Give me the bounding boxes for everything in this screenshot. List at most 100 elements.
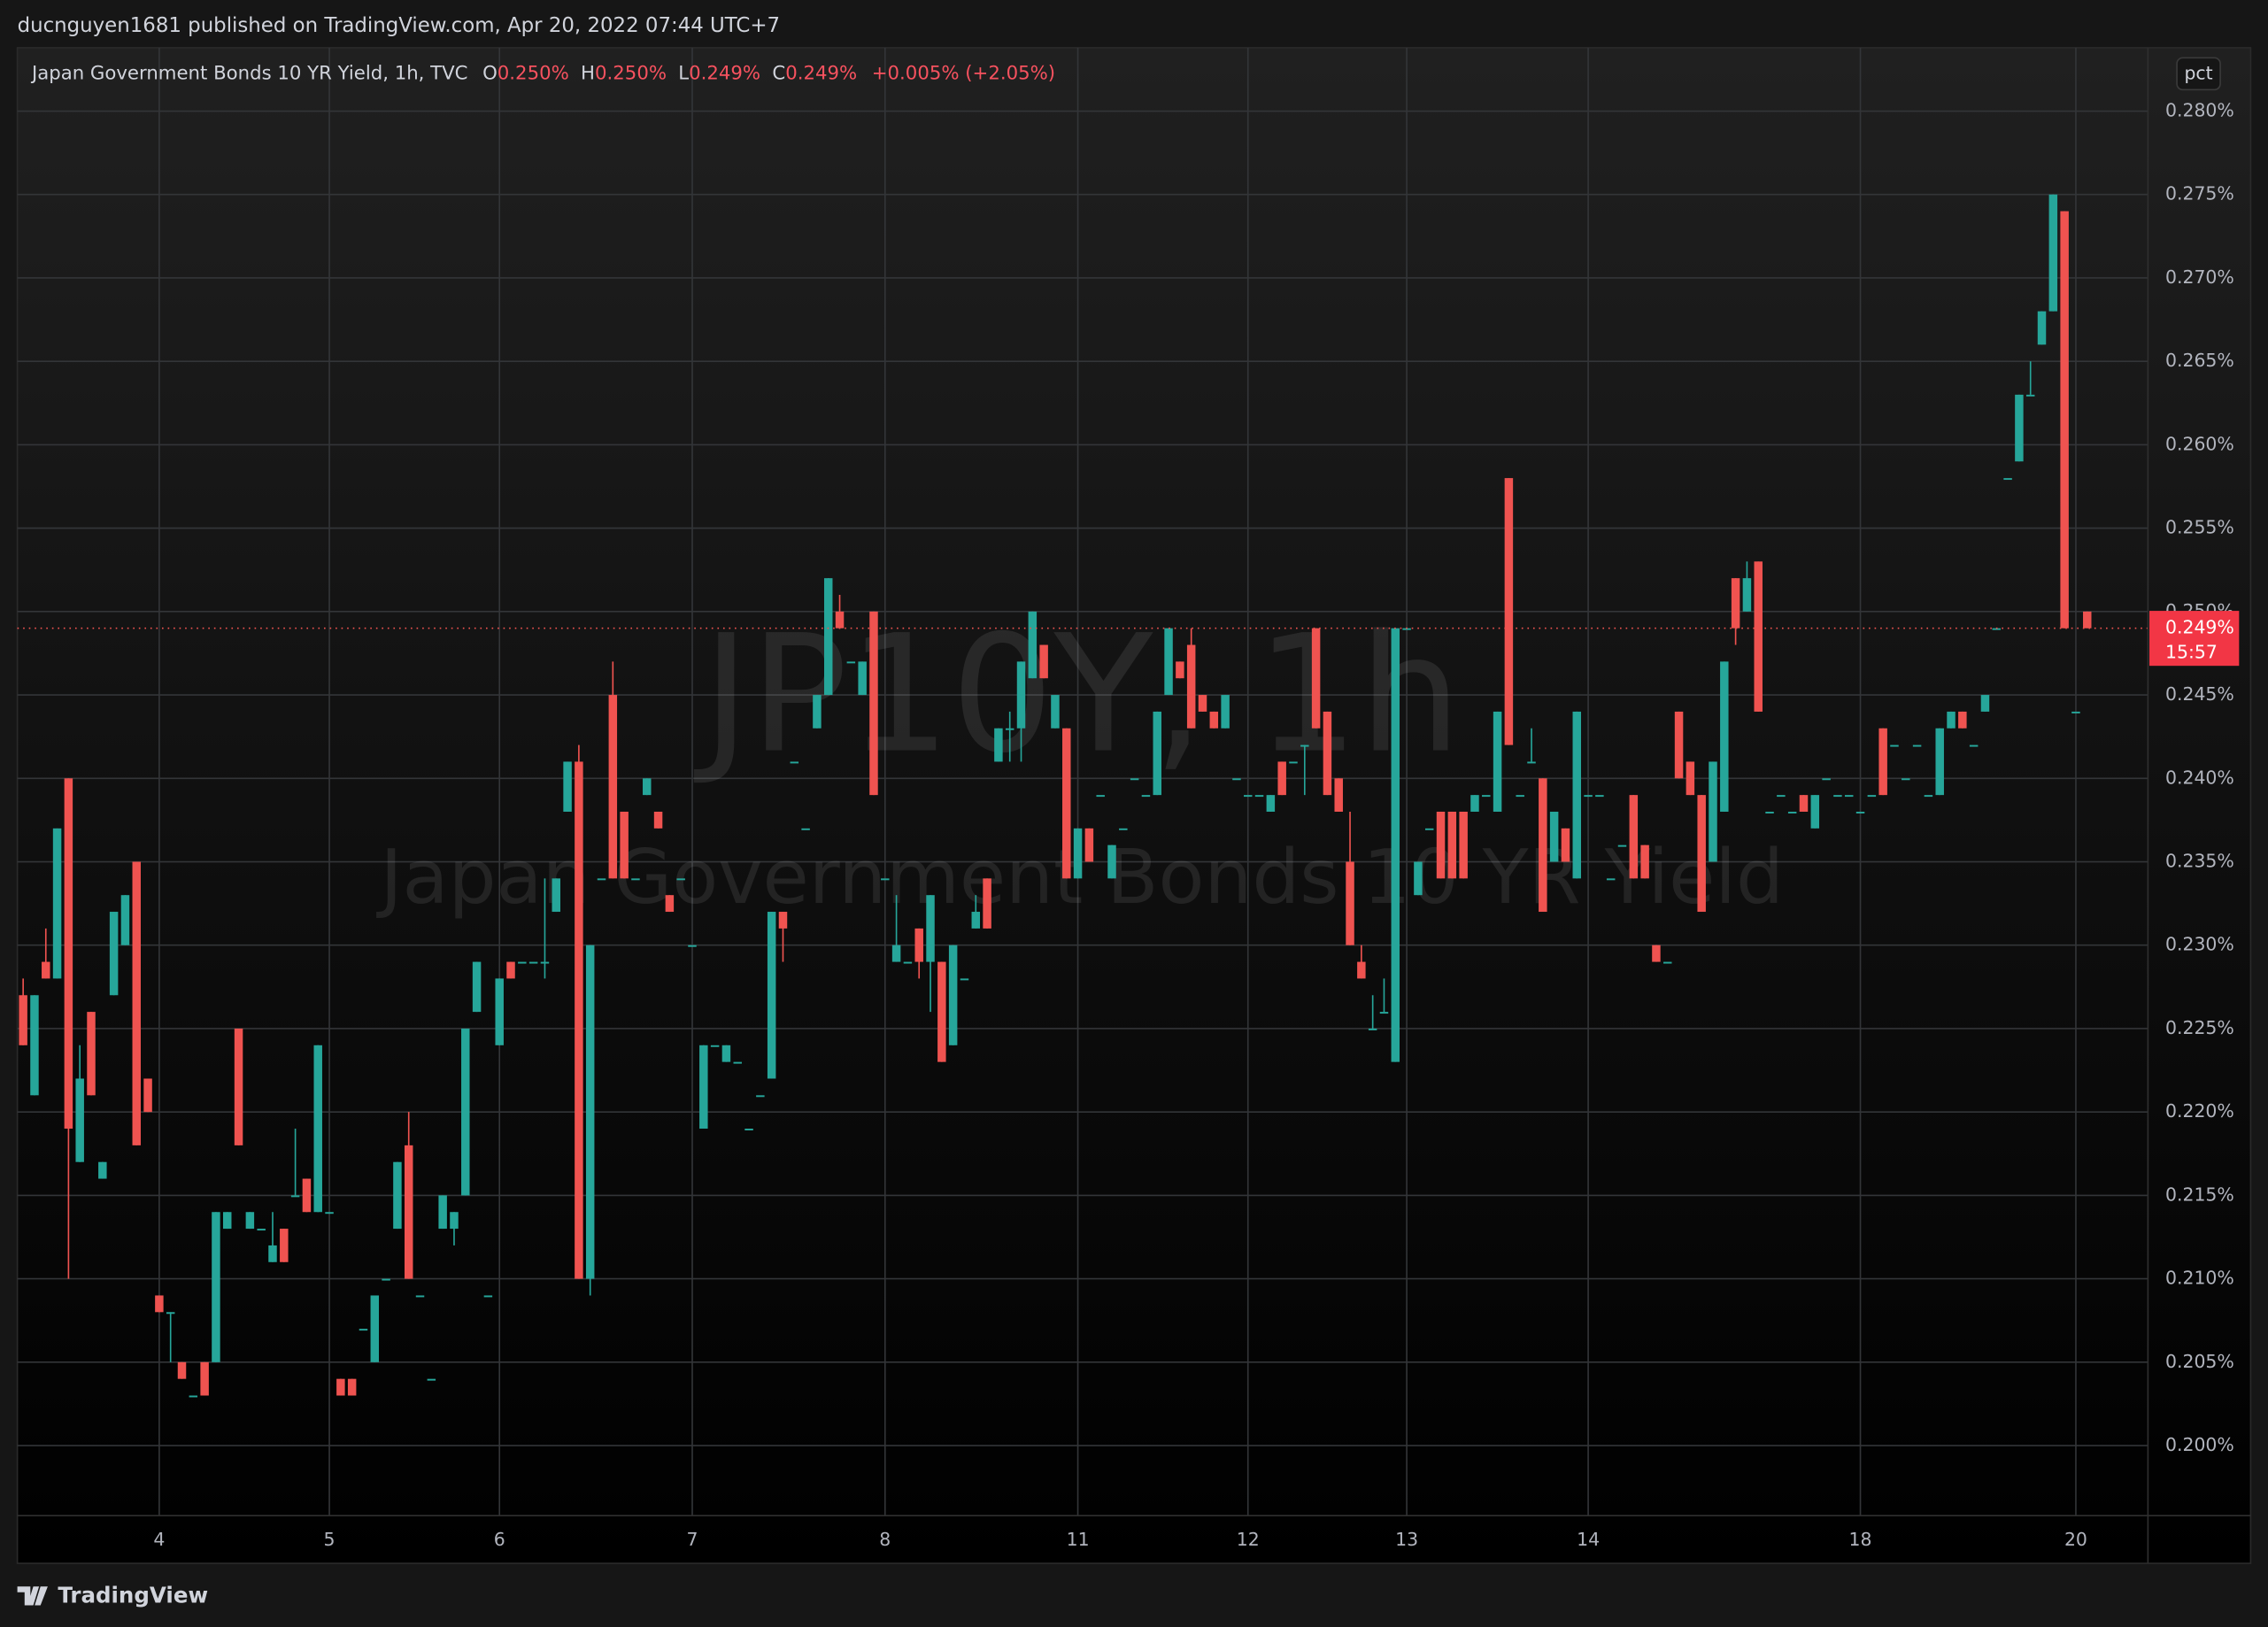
- candle-body: [1969, 744, 1979, 747]
- candle-body: [120, 895, 130, 945]
- candle-body: [960, 978, 969, 981]
- candle-body: [132, 861, 141, 1145]
- grid: [17, 47, 2148, 1516]
- candle-body: [1663, 961, 1672, 964]
- last-price-tag: [2149, 611, 2240, 667]
- candle-body: [347, 1378, 357, 1396]
- candle-body: [483, 1295, 493, 1298]
- candle-body: [1924, 795, 1933, 798]
- candle-body: [665, 895, 675, 913]
- candle-body: [1777, 795, 1786, 798]
- candle-body: [1720, 661, 1729, 812]
- candle-body: [155, 1295, 164, 1313]
- candle-body: [212, 1212, 220, 1362]
- candle-body: [756, 1095, 765, 1098]
- candle-body: [869, 611, 878, 796]
- candle-body: [290, 1195, 300, 1198]
- x-tick-label: 5: [324, 1529, 336, 1550]
- y-tick-label: 0.230%: [2165, 934, 2234, 955]
- candle-body: [994, 728, 1003, 762]
- legend-h: 0.250%: [595, 62, 667, 84]
- candle-body: [1799, 795, 1809, 812]
- candle-body: [1844, 795, 1854, 798]
- candle-body: [1277, 761, 1286, 796]
- candle-body: [790, 761, 799, 764]
- candle-body: [64, 778, 73, 1130]
- candle-body: [302, 1178, 312, 1213]
- candle-body: [552, 878, 561, 913]
- x-tick-label: 8: [879, 1529, 891, 1550]
- candle-body: [608, 695, 618, 879]
- legend-change: +0.005% (+2.05%): [872, 62, 1055, 84]
- candle-body: [1391, 628, 1400, 1062]
- candle-body: [1686, 761, 1695, 796]
- scale-mode-button[interactable]: [2176, 57, 2221, 91]
- candle-body: [2025, 394, 2035, 397]
- candle-body: [30, 995, 39, 1096]
- candle-body: [767, 912, 776, 1079]
- y-tick-label: 0.280%: [2165, 100, 2234, 121]
- candle-body: [1414, 861, 1423, 896]
- candle-body: [1470, 795, 1479, 812]
- candle-body: [1516, 795, 1524, 798]
- candle-body: [438, 1195, 447, 1230]
- watermark: JP10Y, 1h: [693, 601, 1462, 790]
- candle-body: [1539, 778, 1547, 913]
- candle-body: [2071, 711, 2080, 713]
- y-tick-label: 0.265%: [2165, 350, 2234, 371]
- x-tick-label: 14: [1577, 1529, 1600, 1550]
- candle-body: [1731, 578, 1740, 628]
- brand: TradingView: [58, 1583, 208, 1608]
- y-tick-label: 0.225%: [2165, 1017, 2234, 1038]
- candle-body: [597, 878, 606, 881]
- candle-body: [393, 1161, 402, 1230]
- candle-body: [1902, 778, 1910, 781]
- candle-body: [1947, 711, 1956, 729]
- last-price-label: 0.249%: [2165, 617, 2234, 638]
- brand-logo: TradingView: [17, 1583, 208, 1608]
- scale-mode[interactable]: pct: [2184, 62, 2212, 83]
- candle-body: [1300, 744, 1309, 747]
- candle-body: [643, 778, 652, 796]
- x-tick-label: 13: [1395, 1529, 1418, 1550]
- candle-body: [926, 895, 935, 962]
- candle-body: [563, 761, 572, 812]
- candle-body: [1436, 811, 1446, 879]
- candle-body: [223, 1212, 232, 1230]
- candle-body: [1787, 811, 1797, 814]
- candle-body: [540, 961, 550, 964]
- candle-body: [1980, 695, 1990, 712]
- candle-body: [245, 1212, 255, 1230]
- candle-body: [1323, 711, 1332, 796]
- candle-body: [744, 1129, 753, 1130]
- candle-body: [257, 1229, 266, 1231]
- legend: Japan Government Bonds 10 YR Yield, 1h, …: [30, 62, 1055, 84]
- candle-body: [1016, 661, 1026, 729]
- candle-body: [200, 1361, 209, 1396]
- candle-body: [1062, 728, 1071, 879]
- candle-body: [2083, 611, 2092, 628]
- legend-h-label: H: [581, 62, 595, 84]
- candle-body: [1527, 761, 1536, 764]
- candle-body: [1289, 761, 1298, 764]
- candle-body: [42, 961, 50, 979]
- candle-body: [1674, 711, 1684, 779]
- candle-body: [801, 828, 810, 830]
- candle-body: [109, 912, 119, 996]
- candle-body: [710, 1045, 720, 1047]
- candle-body: [495, 978, 504, 1045]
- candle-body: [971, 912, 981, 929]
- y-tick-label: 0.245%: [2165, 683, 2234, 705]
- candle-body: [813, 695, 822, 729]
- candle-body: [1765, 811, 1774, 814]
- candle-body: [1855, 811, 1865, 814]
- candle-body: [983, 878, 991, 929]
- candle-body: [2015, 394, 2024, 462]
- candle-body: [1754, 561, 1763, 712]
- candle-body: [1028, 611, 1038, 679]
- candle-body: [733, 1061, 742, 1064]
- candle-body: [528, 961, 538, 964]
- candle-body: [1346, 861, 1354, 945]
- candle-body: [1232, 778, 1241, 781]
- candle-body: [1890, 744, 1899, 747]
